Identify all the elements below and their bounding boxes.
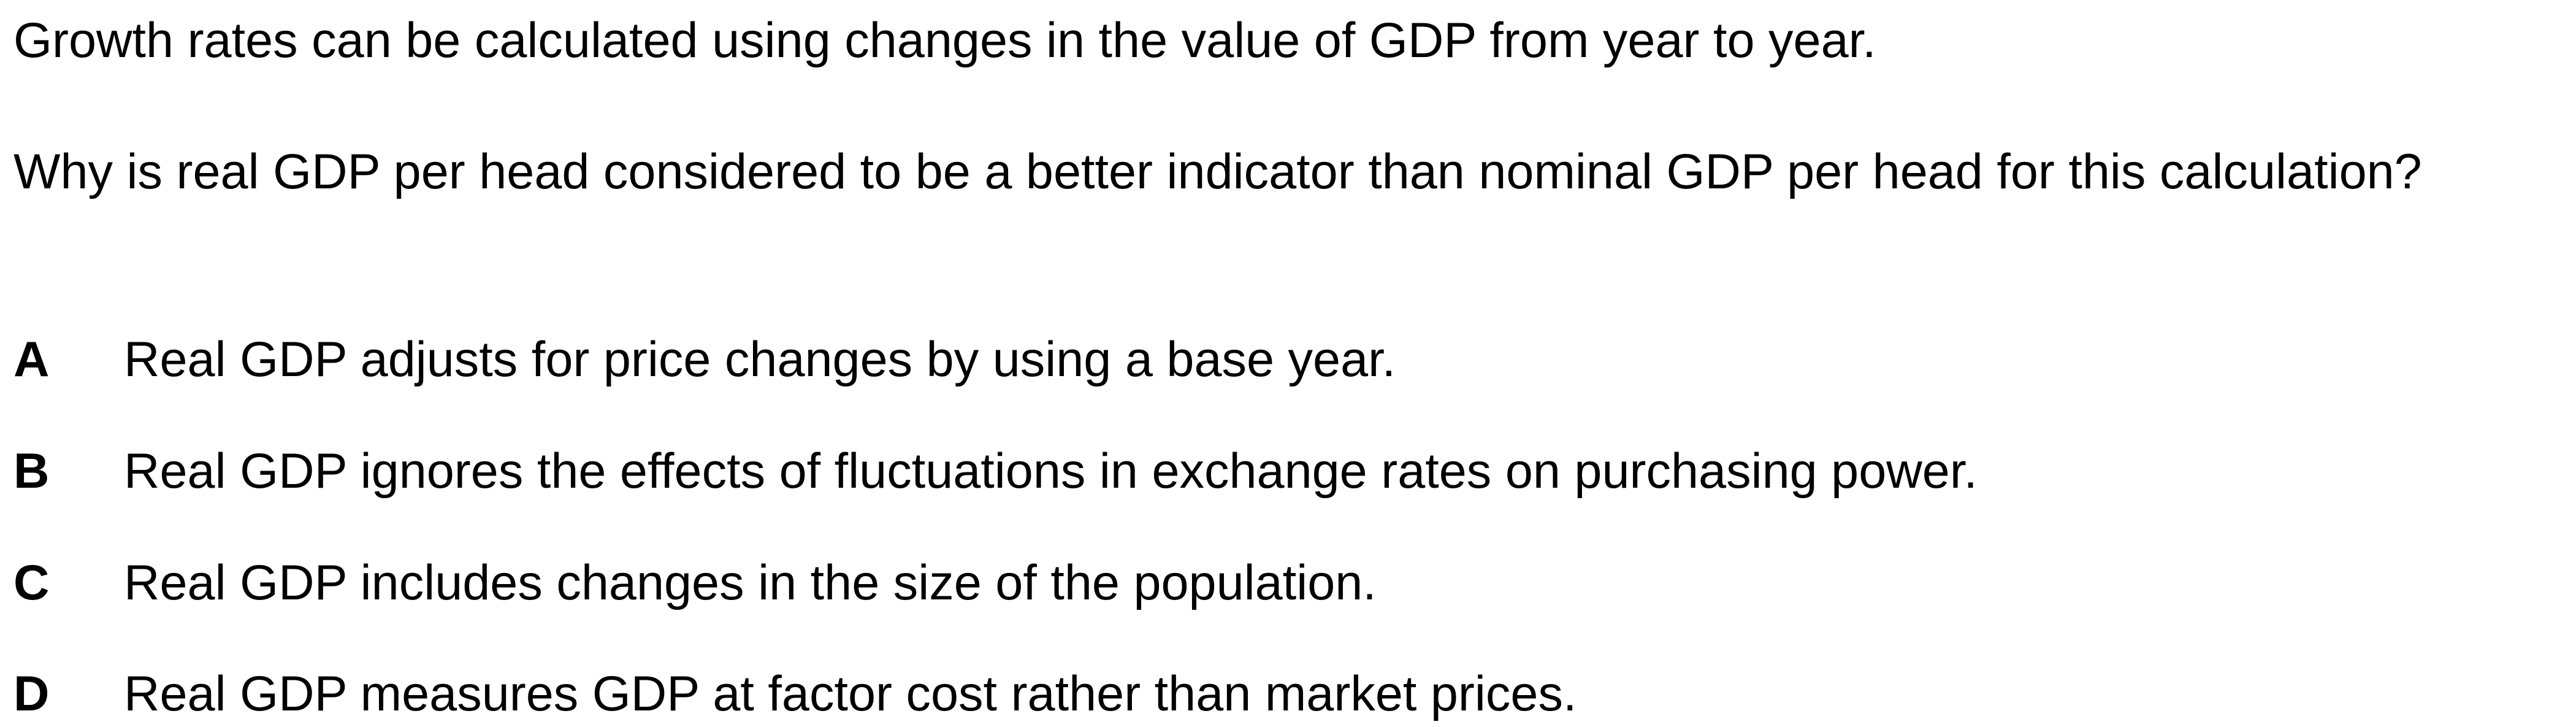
question-stem: Growth rates can be calculated using cha… [13, 13, 1876, 68]
question-prompt: Why is real GDP per head considered to b… [13, 144, 2422, 199]
option-text: Real GDP ignores the effects of fluctuat… [124, 444, 1978, 499]
option-b[interactable]: B Real GDP ignores the effects of fluctu… [13, 438, 2558, 504]
option-text: Real GDP adjusts for price changes by us… [124, 332, 1396, 387]
option-letter: B [13, 444, 50, 499]
option-a[interactable]: A Real GDP adjusts for price changes by … [13, 326, 2558, 393]
option-letter: C [13, 555, 50, 610]
option-d[interactable]: D Real GDP measures GDP at factor cost r… [13, 661, 2558, 727]
option-text: Real GDP measures GDP at factor cost rat… [124, 666, 1577, 721]
option-letter: D [13, 666, 50, 721]
option-letter: A [13, 332, 50, 387]
option-text: Real GDP includes changes in the size of… [124, 555, 1377, 610]
option-c[interactable]: C Real GDP includes changes in the size … [13, 550, 2558, 616]
